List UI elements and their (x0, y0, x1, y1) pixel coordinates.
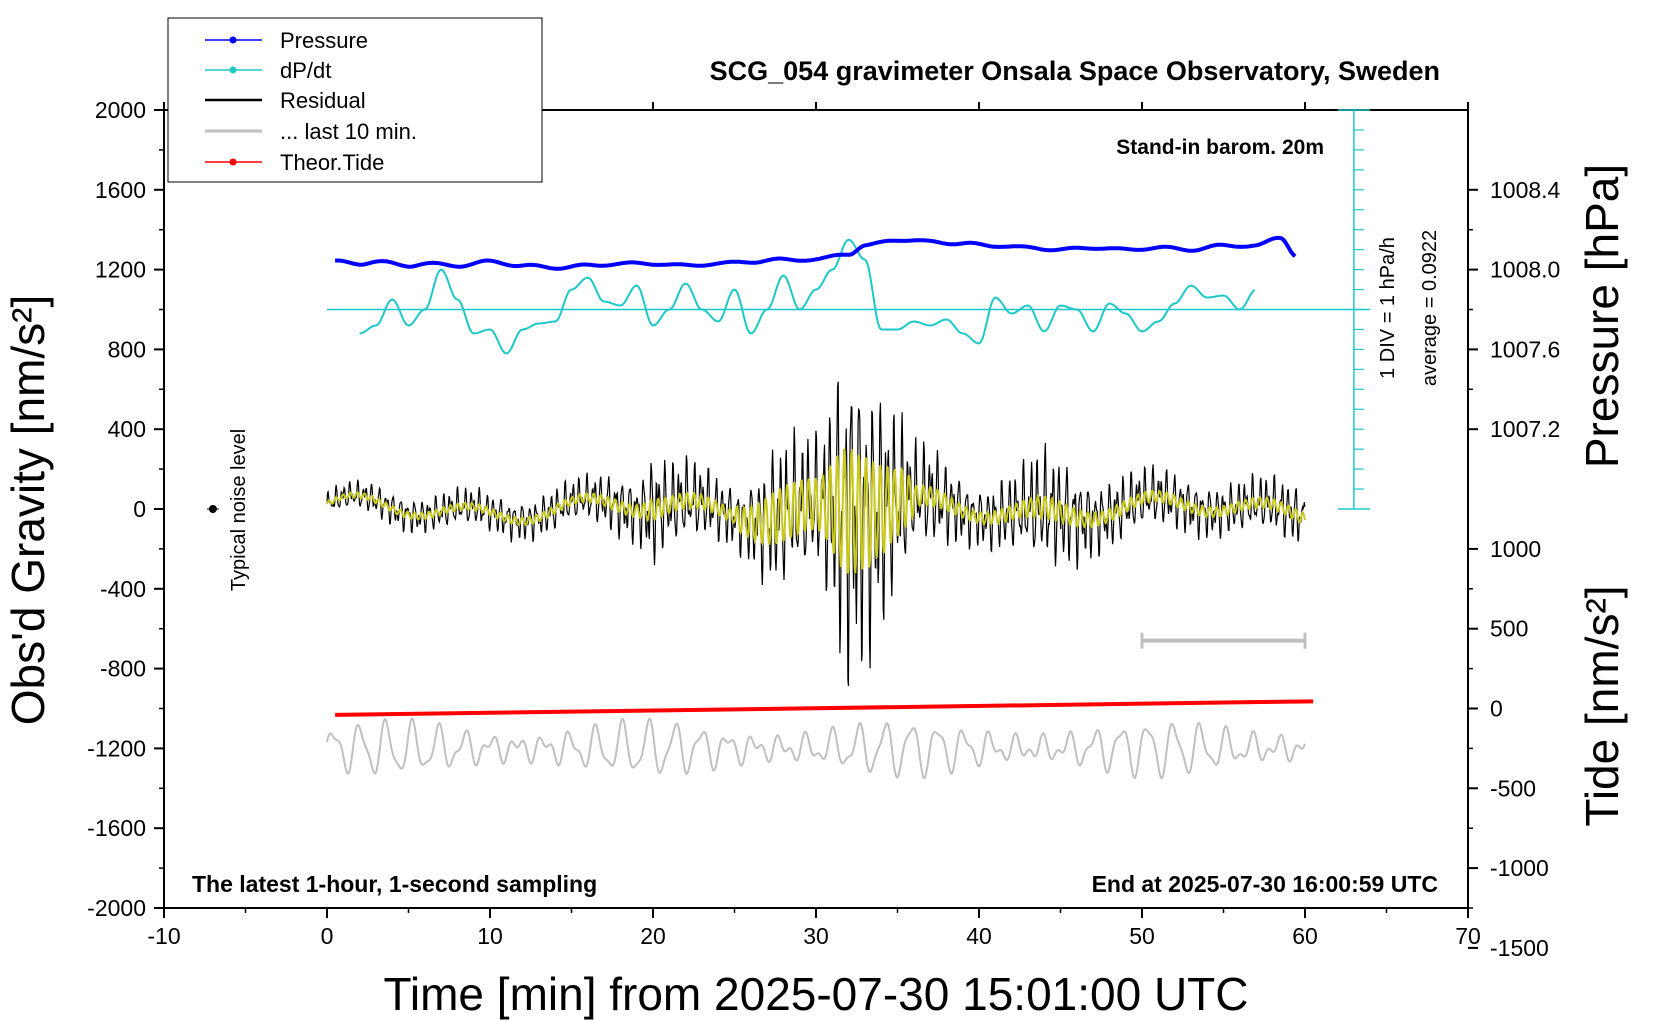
pressure-tick-label: 1007.6 (1490, 336, 1560, 362)
residual-line (326, 381, 1306, 686)
legend-pressure-dot (229, 36, 237, 44)
legend-dpdt-label: dP/dt (280, 58, 331, 83)
y-axis-label-left: Obs'd Gravity [nm/s²] (2, 295, 54, 726)
legend-residual-label: Residual (280, 88, 366, 113)
pressure-axis: 1008.4 1008.0 1007.6 1007.2 (1468, 177, 1561, 442)
y-tick-label: -1200 (87, 735, 146, 761)
dpdt-line (359, 238, 1256, 355)
legend-tide-dot (229, 158, 237, 166)
y-tick-label: -800 (100, 656, 146, 682)
x-tick-label: -10 (147, 923, 180, 949)
x-tick-label: 50 (1129, 923, 1155, 949)
noise-annotation: Typical noise level (228, 429, 250, 591)
x-tick-label: 40 (966, 923, 992, 949)
tide-line (335, 699, 1314, 717)
legend-tide-label: Theor.Tide (280, 150, 384, 175)
y-tick-label: -1600 (87, 815, 146, 841)
y-tick-label: 0 (133, 496, 146, 522)
y-tick-label: 800 (108, 336, 146, 362)
tide-axis: 1000 500 0 -500 -1000 -1500 (1468, 536, 1549, 961)
y-tick-label: 2000 (95, 97, 146, 123)
tide-tick-label: -1000 (1490, 855, 1549, 881)
barometer-annotation: Stand-in barom. 20m (1116, 136, 1324, 159)
last-10min-line (326, 717, 1306, 780)
pressure-tick-label: 1008.0 (1490, 257, 1560, 283)
pressure-axis-label: Pressure [hPa] (1576, 164, 1628, 468)
tide-tick-label: -500 (1490, 775, 1536, 801)
y-tick-label: 1600 (95, 177, 146, 203)
scale-annotation: 1 DIV = 1 hPa/h (1377, 237, 1399, 379)
pressure-tick-label: 1007.2 (1490, 416, 1560, 442)
residual-smooth-line (326, 448, 1306, 574)
chart-title: SCG_054 gravimeter Onsala Space Observat… (710, 56, 1440, 86)
x-tick-label: 60 (1292, 923, 1318, 949)
y-tick-label: 400 (108, 416, 146, 442)
end-time-annotation: End at 2025-07-30 16:00:59 UTC (1092, 871, 1438, 897)
x-axis-label: Time [min] from 2025-07-30 15:01:00 UTC (384, 968, 1249, 1020)
x-tick-label: 0 (321, 923, 334, 949)
y-tick-label: -2000 (87, 895, 146, 921)
y-tick-label: 1200 (95, 257, 146, 283)
legend-dpdt-dot (229, 66, 237, 74)
legend-pressure-label: Pressure (280, 28, 368, 53)
noise-level-marker (206, 505, 219, 513)
x-axis: -10 0 10 20 30 40 50 60 70 (147, 102, 1481, 949)
pressure-line (334, 235, 1297, 271)
tide-tick-label: 500 (1490, 616, 1528, 642)
time-scale-bar (1140, 632, 1307, 649)
tide-tick-label: 1000 (1490, 536, 1541, 562)
average-annotation: average = 0.0922 (1419, 230, 1441, 386)
y-axis: -2000 -1600 -1200 -800 -400 0 400 800 1200 1600 20… (87, 97, 164, 921)
pressure-tick-label: 1008.4 (1490, 177, 1561, 203)
x-tick-label: 30 (803, 923, 829, 949)
y-tick-label: -400 (100, 576, 146, 602)
tide-tick-label: -1500 (1490, 935, 1549, 961)
noise-dot (208, 505, 217, 513)
tide-axis-label: Tide [nm/s²] (1576, 585, 1628, 826)
x-tick-label: 20 (640, 923, 666, 949)
legend-last10-label: ... last 10 min. (280, 119, 417, 144)
x-tick-label: 70 (1455, 923, 1481, 949)
legend: Pressure dP/dt Residual ... last 10 min.… (167, 17, 543, 183)
x-tick-label: 10 (477, 923, 503, 949)
sampling-annotation: The latest 1-hour, 1-second sampling (192, 871, 597, 897)
tide-tick-label: 0 (1490, 696, 1503, 722)
